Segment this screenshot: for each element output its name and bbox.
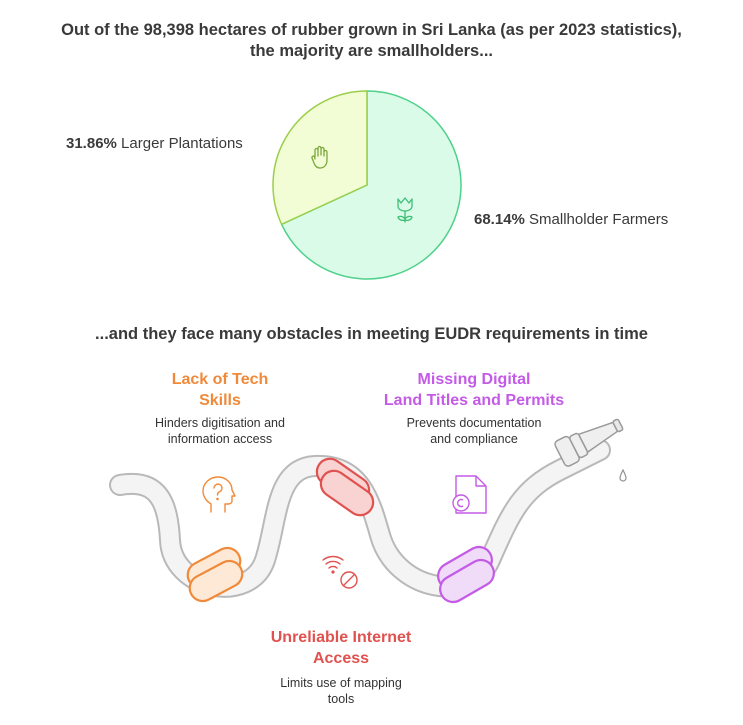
pie-name-smallholders: Smallholder Farmers <box>529 211 669 228</box>
page-subtitle: the majority are smallholders... <box>249 42 493 60</box>
obstacle-desc-line1: Prevents documentation <box>406 416 542 430</box>
obstacle-title-line2: Skills <box>199 392 241 409</box>
obstacle-desc-tech-skills: Hinders digitisation and information acc… <box>120 415 320 447</box>
water-drop-icon <box>619 468 627 482</box>
obstacle-title-line1: Missing Digital <box>417 371 531 388</box>
pie-percent-smallholders: 68.14% <box>474 211 525 228</box>
knot-orange <box>186 546 244 603</box>
wifi-off-icon <box>322 555 358 589</box>
obstacle-title-internet: Unreliable Internet Access <box>241 627 441 669</box>
page-title: Out of the 98,398 hectares of rubber gro… <box>61 21 682 39</box>
obstacle-title-line2: Access <box>312 650 370 667</box>
pie-label-smallholders: 68.14% Smallholder Farmers <box>474 211 668 228</box>
obstacle-title-land-titles: Missing Digital Land Titles and Permits <box>354 369 594 411</box>
obstacle-desc-line2: information access <box>167 432 273 446</box>
pie-percent-plantations: 31.86% <box>66 135 117 152</box>
section-title: ...and they face many obstacles in meeti… <box>95 325 648 343</box>
head-question-icon <box>202 476 236 513</box>
obstacle-title-tech-skills: Lack of Tech Skills <box>120 369 320 411</box>
obstacle-desc-line1: Limits use of mapping <box>280 676 402 690</box>
obstacle-desc-line2: tools <box>327 692 355 706</box>
obstacle-desc-line1: Hinders digitisation and <box>155 416 285 430</box>
tulip-icon <box>397 197 413 223</box>
obstacle-desc-internet: Limits use of mapping tools <box>241 675 441 707</box>
pie-slice-smallholders <box>280 90 462 280</box>
raised-hand-icon <box>311 145 328 169</box>
knot-purple <box>437 545 495 604</box>
nozzle-icon <box>554 418 624 467</box>
obstacle-title-line2: Land Titles and Permits <box>383 392 565 409</box>
obstacle-desc-land-titles: Prevents documentation and compliance <box>374 415 574 447</box>
pie-label-plantations: 31.86% Larger Plantations <box>66 135 243 152</box>
pie-slice-plantations <box>272 90 368 226</box>
pie-name-plantations: Larger Plantations <box>121 135 243 152</box>
pie-chart <box>272 90 462 280</box>
knot-red <box>315 457 375 517</box>
obstacle-title-line1: Lack of Tech <box>171 371 269 388</box>
obstacle-title-line1: Unreliable Internet <box>270 629 412 646</box>
obstacle-desc-line2: and compliance <box>430 432 518 446</box>
document-icon <box>452 475 487 514</box>
